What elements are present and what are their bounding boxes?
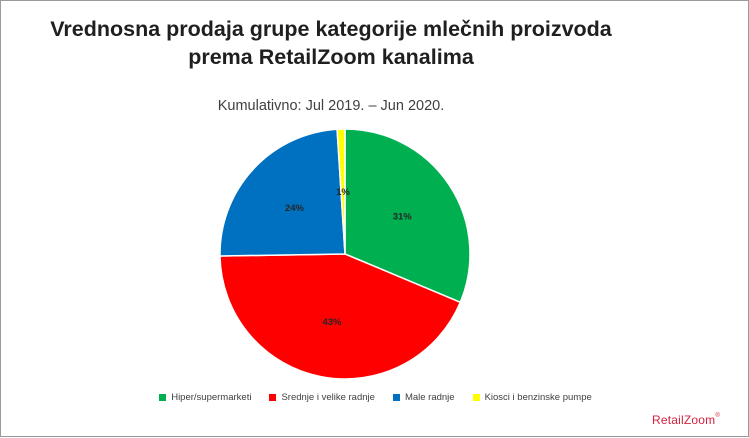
chart-title-line-2: prema RetailZoom kanalima (188, 45, 474, 69)
legend-label: Hiper/supermarketi (171, 392, 252, 403)
chart-subtitle: Kumulativno: Jul 2019. – Jun 2020. (217, 98, 445, 114)
data-label-hiper-supermarketi: 31% (393, 211, 413, 222)
chart-title-line-1: Vrednosna prodaja grupe kategorije mlečn… (50, 17, 612, 41)
brand-name: RetailZoom (652, 413, 716, 427)
pie-slice-hiper-supermarketi (344, 128, 471, 304)
legend-label: Kiosci i benzinske pumpe (484, 392, 592, 403)
legend-swatch (269, 394, 277, 401)
pie-slice-male-radnje (219, 128, 346, 257)
retailzoom-logo: RetailZoom® (652, 413, 720, 427)
legend-swatch (472, 394, 480, 401)
data-label-male-radnje: 24% (285, 203, 305, 214)
legend-item-hiper-supermarketi: Hiper/supermarketi (159, 392, 251, 403)
chart-title: Vrednosna prodaja grupe kategorije mlečn… (1, 15, 661, 71)
legend-item-kiosci-i-benzinske-pumpe: Kiosci i benzinske pumpe (472, 392, 592, 403)
data-label-srednje-i-velike-radnje: 43% (322, 317, 342, 328)
pie-slice-srednje-i-velike-radnje (219, 253, 462, 380)
chart-legend: Hiper/supermarketi Srednje i velike radnj… (1, 392, 749, 403)
data-label-kiosci-i-benzinske-pumpe: 1% (336, 187, 350, 198)
pie-slice-kiosci-i-benzinske-pumpe (336, 128, 346, 255)
brand-mark: ® (715, 413, 720, 419)
legend-item-srednje-i-velike-radnje: Srednje i velike radnje (269, 392, 375, 403)
legend-swatch (159, 394, 167, 401)
legend-swatch (392, 394, 400, 401)
legend-label: Male radnje (404, 392, 455, 403)
legend-item-male-radnje: Male radnje (392, 392, 455, 403)
legend-label: Srednje i velike radnje (281, 392, 375, 403)
